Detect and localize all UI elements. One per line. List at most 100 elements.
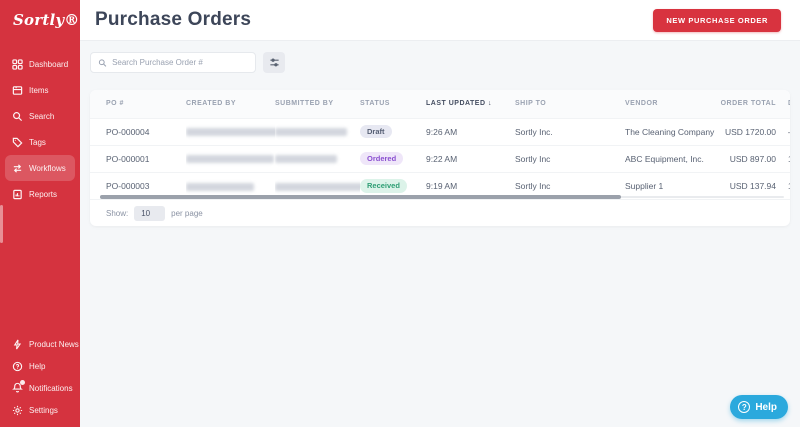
order-total: USD 137.94 — [720, 171, 788, 199]
search-input[interactable] — [112, 58, 248, 67]
per-page-label: per page — [171, 208, 203, 218]
search-row — [90, 52, 790, 73]
sidebar-bottom-nav: Product News Help Notifications Settings — [0, 333, 80, 421]
col-po[interactable]: PO # — [90, 90, 186, 118]
sidebar-item-settings[interactable]: Settings — [5, 399, 75, 421]
vendor: ABC Equipment, Inc. — [625, 144, 720, 172]
sidebar: Sortly® Dashboard Items Search Tags Work… — [0, 0, 80, 427]
redacted-text — [186, 128, 275, 137]
sidebar-item-help[interactable]: Help — [5, 355, 75, 377]
sidebar-item-label: Workflows — [29, 163, 66, 173]
status-badge: Received — [360, 179, 407, 193]
date-clipped: 12 — [788, 144, 790, 172]
redacted-text — [275, 155, 337, 164]
reports-icon — [13, 189, 22, 199]
sidebar-item-label: Tags — [29, 137, 46, 147]
sidebar-item-reports[interactable]: Reports — [5, 181, 75, 207]
ship-to: Sortly Inc — [515, 171, 625, 199]
redacted-text — [275, 128, 347, 137]
sidebar-item-label: Search — [29, 111, 55, 121]
table-header-row: PO # CREATED BY SUBMITTED BY STATUS LAST… — [90, 90, 790, 118]
last-updated: 9:22 AM — [426, 144, 515, 172]
sidebar-item-product-news[interactable]: Product News — [5, 333, 79, 355]
lightning-icon — [13, 339, 22, 349]
sidebar-scrollbar[interactable] — [0, 205, 3, 243]
col-status[interactable]: STATUS — [360, 90, 426, 118]
dashboard-icon — [12, 58, 23, 70]
sidebar-item-label: Product News — [29, 339, 79, 349]
main-area: Purchase Orders NEW PURCHASE ORDER PO # — [80, 0, 800, 427]
pagination-footer: Show: 10 per page — [90, 199, 790, 226]
page-title: Purchase Orders — [95, 9, 252, 30]
date-clipped: – — [788, 117, 790, 145]
po-number: PO-000003 — [90, 171, 186, 199]
items-icon — [12, 85, 23, 95]
created-by-redacted — [186, 171, 275, 199]
submitted-by-redacted — [275, 171, 360, 199]
last-updated: 9:19 AM — [426, 171, 515, 199]
sidebar-item-tags[interactable]: Tags — [5, 129, 75, 155]
status-cell: Received — [360, 171, 426, 199]
question-circle-icon: ? — [738, 401, 751, 413]
vendor: Supplier 1 — [625, 171, 720, 199]
sidebar-item-label: Settings — [29, 405, 58, 415]
order-total: USD 897.00 — [720, 144, 788, 172]
notification-badge — [20, 379, 25, 385]
redacted-text — [186, 155, 274, 164]
col-vendor[interactable]: VENDOR — [625, 90, 720, 118]
sidebar-nav: Dashboard Items Search Tags Workflows Re… — [0, 51, 80, 207]
help-label: Help — [755, 401, 777, 413]
sidebar-item-label: Items — [29, 85, 49, 95]
sliders-icon — [269, 58, 279, 67]
search-icon — [98, 58, 107, 67]
col-label: LAST UPDATED — [426, 100, 486, 108]
order-total: USD 1720.00 — [720, 117, 788, 145]
status-badge: Draft — [360, 124, 392, 139]
new-purchase-order-button[interactable]: NEW PURCHASE ORDER — [653, 8, 781, 32]
col-submitted-by[interactable]: SUBMITTED BY — [275, 90, 360, 118]
sidebar-item-search[interactable]: Search — [5, 103, 75, 129]
sidebar-item-label: Reports — [29, 189, 58, 199]
help-fab-button[interactable]: ? Help — [730, 395, 788, 419]
col-date-clipped[interactable]: D — [788, 90, 790, 118]
show-label: Show: — [106, 208, 129, 218]
status-cell: Ordered — [360, 144, 426, 172]
col-order-total[interactable]: ORDER TOTAL — [720, 90, 788, 118]
sidebar-item-dashboard[interactable]: Dashboard — [5, 51, 75, 77]
ship-to: Sortly Inc. — [515, 117, 625, 145]
sort-desc-icon: ↓ — [488, 100, 492, 108]
table-row[interactable]: PO-000004 Draft 9:26 AM Sortly Inc. The … — [90, 117, 790, 145]
purchase-orders-table-card: PO # CREATED BY SUBMITTED BY STATUS LAST… — [90, 90, 790, 226]
sidebar-item-notifications[interactable]: Notifications — [5, 377, 75, 399]
po-number: PO-000004 — [90, 117, 186, 145]
po-number: PO-000001 — [90, 144, 186, 172]
submitted-by-redacted — [275, 117, 360, 145]
col-created-by[interactable]: CREATED BY — [186, 90, 275, 118]
sidebar-item-workflows[interactable]: Workflows — [5, 155, 75, 181]
workflows-icon — [13, 163, 22, 173]
vendor: The Cleaning Company — [625, 117, 720, 145]
created-by-redacted — [186, 117, 275, 145]
table-row[interactable]: PO-000001 Ordered 9:22 AM Sortly Inc ABC… — [90, 144, 790, 172]
filter-button[interactable] — [263, 52, 285, 73]
redacted-text — [275, 182, 360, 191]
page-size-dropdown[interactable]: 10 — [134, 205, 166, 221]
redacted-text — [186, 182, 254, 191]
tag-icon — [12, 137, 23, 147]
sidebar-item-label: Notifications — [29, 383, 73, 393]
col-last-updated[interactable]: LAST UPDATED ↓ — [426, 90, 515, 118]
table-row[interactable]: PO-000003 Received 9:19 AM Sortly Inc Su… — [90, 171, 790, 199]
col-ship-to[interactable]: SHIP TO — [515, 90, 625, 118]
sortly-logo: Sortly® — [13, 11, 80, 29]
sidebar-item-label: Dashboard — [29, 59, 69, 69]
status-cell: Draft — [360, 117, 426, 145]
sidebar-item-items[interactable]: Items — [5, 77, 75, 103]
date-clipped: 12 — [788, 171, 790, 199]
bell-icon — [12, 379, 25, 395]
sidebar-item-label: Help — [29, 361, 46, 371]
content: PO # CREATED BY SUBMITTED BY STATUS LAST… — [80, 41, 800, 226]
horizontal-scrollbar-thumb[interactable] — [100, 195, 621, 199]
search-box — [90, 52, 256, 73]
ship-to: Sortly Inc — [515, 144, 625, 172]
page-size-value: 10 — [141, 208, 151, 218]
